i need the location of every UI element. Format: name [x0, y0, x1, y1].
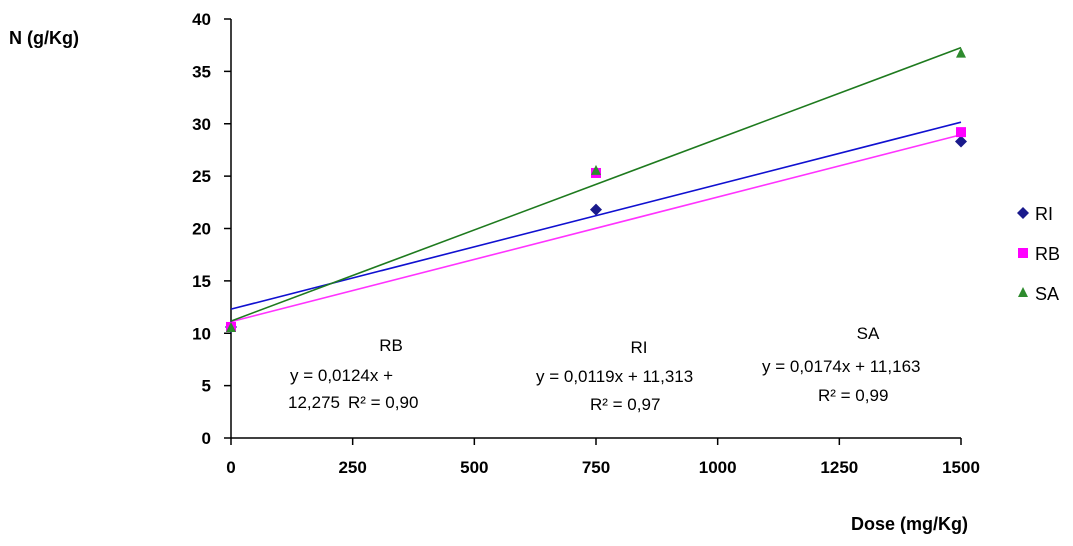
data-point-sa [591, 164, 601, 175]
y-tick-label: 35 [192, 62, 211, 81]
ri-equation: y = 0,0119x + 11,313 [536, 367, 693, 386]
markers [225, 47, 967, 333]
x-tick-label: 500 [460, 458, 488, 477]
rb-annotation-name: RB [379, 336, 403, 355]
x-tick-label: 0 [226, 458, 235, 477]
x-tick-label: 1500 [942, 458, 980, 477]
legend-label-sa: SA [1035, 284, 1059, 304]
y-axis-title: N (g/Kg) [9, 28, 79, 48]
data-point-sa [226, 322, 236, 333]
ri-r2: R² = 0,97 [590, 395, 660, 414]
x-tick-label: 1250 [820, 458, 858, 477]
legend: RI RB SA [1017, 204, 1060, 304]
legend-marker-sa [1018, 287, 1028, 297]
sa-equation: y = 0,0174x + 11,163 [762, 357, 920, 376]
rb-r2: R² = 0,90 [348, 393, 418, 412]
y-tick-label: 40 [192, 10, 211, 29]
data-point-ri [590, 203, 602, 216]
y-tick-label: 0 [202, 429, 211, 448]
rb-equation-line2: 12,275 [288, 393, 340, 412]
y-tick-label: 15 [192, 272, 211, 291]
y-tick-label: 25 [192, 167, 211, 186]
data-point-ri [955, 135, 967, 148]
trendline-rb [230, 133, 962, 323]
trendline-sa [230, 46, 962, 322]
legend-label-rb: RB [1035, 244, 1060, 264]
y-tick-label: 30 [192, 115, 211, 134]
x-tick-label: 750 [582, 458, 610, 477]
data-point-rb [956, 127, 966, 138]
sa-r2: R² = 0,99 [818, 386, 888, 405]
x-axis-title: Dose (mg/Kg) [851, 514, 968, 534]
rb-equation-line1: y = 0,0124x + [290, 366, 393, 385]
data-point-sa [956, 47, 966, 58]
legend-marker-rb [1018, 248, 1028, 258]
x-tick-label: 1000 [699, 458, 737, 477]
trendlines [230, 46, 962, 323]
y-tick-label: 20 [192, 220, 211, 239]
legend-label-ri: RI [1035, 204, 1053, 224]
ticks: 0 250 500 750 1000 1250 1500 0 5 10 15 20 25 30 35 40 [192, 10, 980, 477]
trendline-annotations: RB y = 0,0124x + 12,275 R² = 0,90 RI y =… [288, 324, 920, 414]
sa-annotation-name: SA [857, 324, 880, 343]
y-tick-label: 10 [192, 324, 211, 343]
x-tick-label: 250 [338, 458, 366, 477]
y-tick-label: 5 [202, 377, 211, 396]
trendline-ri [230, 121, 962, 310]
legend-marker-ri [1017, 207, 1029, 219]
ri-annotation-name: RI [631, 338, 648, 357]
